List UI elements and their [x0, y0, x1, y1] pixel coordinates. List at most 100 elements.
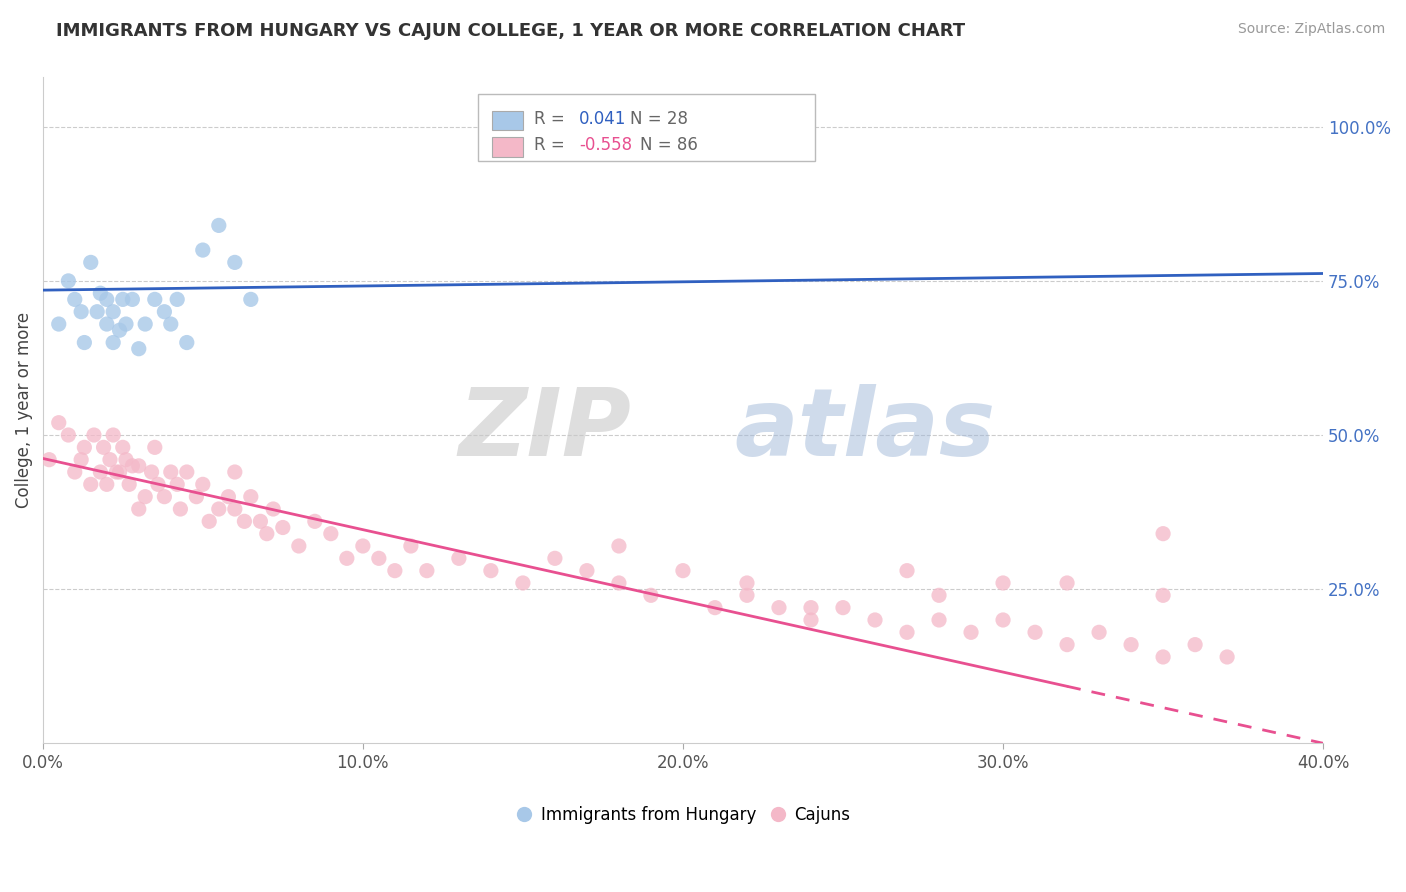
Point [80, 477, 103, 491]
Point [367, 551, 389, 566]
Point [960, 625, 983, 640]
Point [208, 219, 231, 233]
Point [991, 613, 1014, 627]
Point [101, 428, 124, 442]
Point [121, 458, 143, 473]
Point [89, 465, 111, 479]
Point [1184, 638, 1206, 652]
Point [83, 428, 105, 442]
Point [607, 576, 630, 591]
Point [256, 526, 278, 541]
Text: atlas: atlas [734, 384, 995, 476]
Point [1152, 650, 1174, 665]
Point [143, 293, 166, 307]
Point [141, 465, 163, 479]
Point [1056, 638, 1078, 652]
Point [239, 293, 262, 307]
Point [134, 317, 156, 331]
Point [98, 452, 121, 467]
Point [63, 465, 86, 479]
Point [73, 441, 96, 455]
Point [217, 490, 239, 504]
Point [288, 539, 311, 553]
Point [735, 588, 758, 602]
Point [128, 458, 150, 473]
Point [70, 452, 93, 467]
Point [352, 539, 374, 553]
Point [1152, 588, 1174, 602]
Point [128, 502, 150, 516]
Point [159, 317, 181, 331]
Point [191, 243, 214, 257]
Point [800, 613, 823, 627]
Point [224, 465, 246, 479]
Point [512, 576, 534, 591]
Text: ZIP: ZIP [458, 384, 631, 476]
Point [575, 564, 598, 578]
Point [96, 317, 118, 331]
Point [336, 551, 359, 566]
Point [80, 255, 103, 269]
Point [146, 477, 169, 491]
Point [249, 514, 271, 528]
Point [93, 441, 115, 455]
Point [101, 304, 124, 318]
Point [89, 286, 111, 301]
Point [108, 465, 131, 479]
Point [304, 514, 326, 528]
Point [58, 428, 80, 442]
Point [96, 477, 118, 491]
Point [58, 274, 80, 288]
Text: R =: R = [534, 110, 571, 128]
Point [166, 477, 188, 491]
Point [896, 564, 918, 578]
Point [1216, 650, 1239, 665]
Point [832, 600, 855, 615]
Point [176, 465, 198, 479]
Point [607, 539, 630, 553]
Point [108, 323, 131, 337]
Point [1056, 576, 1078, 591]
Point [447, 551, 470, 566]
Point [384, 564, 406, 578]
Point [863, 613, 886, 627]
Point [239, 490, 262, 504]
Point [928, 613, 950, 627]
Text: -0.558: -0.558 [579, 136, 633, 154]
Point [208, 502, 231, 516]
Point [1024, 625, 1046, 640]
Point [48, 317, 70, 331]
Point [134, 490, 156, 504]
Point [896, 625, 918, 640]
Point [101, 335, 124, 350]
Point [768, 600, 790, 615]
Point [991, 576, 1014, 591]
Text: R =: R = [534, 136, 571, 154]
Text: N = 28: N = 28 [630, 110, 688, 128]
Point [800, 600, 823, 615]
Point [186, 490, 208, 504]
Point [399, 539, 422, 553]
Point [73, 335, 96, 350]
Point [159, 465, 181, 479]
Point [128, 342, 150, 356]
Point [262, 502, 284, 516]
Point [176, 335, 198, 350]
Point [928, 588, 950, 602]
Point [111, 293, 134, 307]
Point [169, 502, 191, 516]
Point [1152, 526, 1174, 541]
Y-axis label: College, 1 year or more: College, 1 year or more [15, 312, 32, 508]
Point [153, 304, 176, 318]
Point [105, 465, 128, 479]
Point [191, 477, 214, 491]
Point [38, 452, 60, 467]
Point [111, 441, 134, 455]
Point [198, 514, 221, 528]
Point [735, 576, 758, 591]
Point [86, 304, 108, 318]
Point [479, 564, 502, 578]
Point [166, 293, 188, 307]
Point [224, 502, 246, 516]
Point [153, 490, 176, 504]
